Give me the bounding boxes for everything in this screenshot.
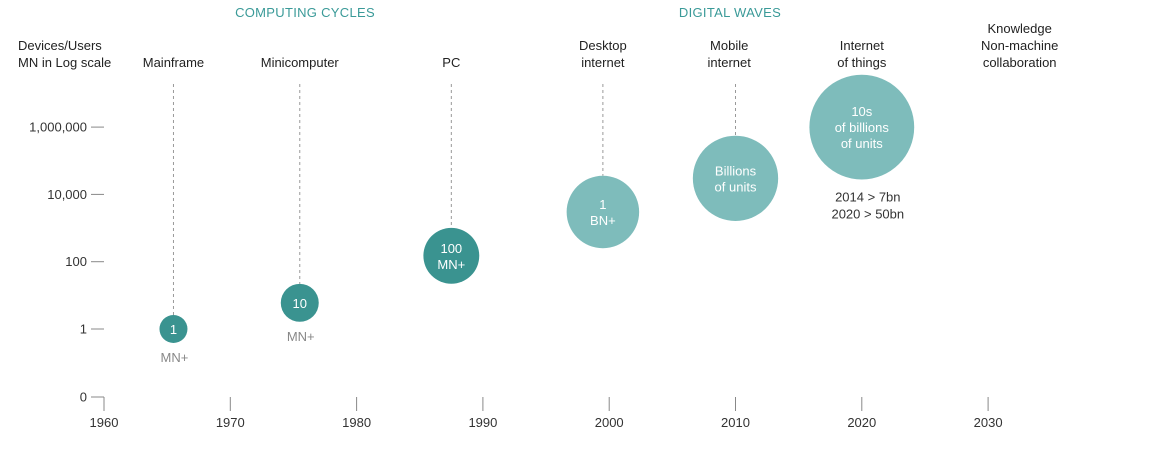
x-tick-label: 2030: [974, 415, 1003, 430]
data-bubble: [159, 315, 188, 343]
bubble-label: of units: [715, 179, 757, 194]
y-axis-label-line-1: Devices/Users: [18, 38, 102, 53]
y-tick-label: 1,000,000: [29, 120, 87, 135]
x-tick-label: 1960: [90, 415, 119, 430]
era-label: Mobile: [710, 38, 748, 53]
y-tick-label: 1: [80, 322, 87, 337]
y-tick-label: 0: [80, 390, 87, 405]
era-label: of things: [837, 55, 887, 70]
era-label: Internet: [840, 38, 884, 53]
y-axis-label-line-2: MN in Log scale: [18, 55, 111, 70]
data-bubble: [423, 227, 480, 284]
section-title-digital-waves: DIGITAL WAVES: [679, 5, 781, 20]
era-label: Mainframe: [143, 55, 204, 70]
x-tick-label: 2020: [847, 415, 876, 430]
x-tick-label: 2010: [721, 415, 750, 430]
growth-note: 2020 > 50bn: [831, 207, 904, 222]
bubble-label: BN+: [590, 213, 616, 228]
era-label: Non-machine: [981, 38, 1058, 53]
bubble-label: of billions: [835, 120, 890, 135]
section-title-computing-cycles: COMPUTING CYCLES: [235, 5, 375, 20]
bubble-label: MN+: [437, 257, 465, 272]
bubble-label: 100: [440, 241, 462, 256]
x-tick-label: 1970: [216, 415, 245, 430]
data-bubble: [280, 283, 319, 322]
bubble-label: 1: [599, 197, 606, 212]
data-bubble: [692, 135, 779, 221]
x-tick-label: 2000: [595, 415, 624, 430]
x-tick-label: 1980: [342, 415, 371, 430]
data-bubble: [566, 175, 640, 249]
growth-note: 2014 > 7bn: [835, 190, 900, 205]
bubble-label: 10: [293, 296, 307, 311]
bubble-label: of units: [841, 136, 883, 151]
bubble-sub-label: MN+: [287, 329, 315, 344]
x-tick-label: 1990: [468, 415, 497, 430]
bubble-sub-label: MN+: [161, 350, 189, 365]
plot-area: 0 1 100 10,000 1,000,000 1960 1970 1980 1990 2000…: [29, 21, 1058, 430]
y-tick-label: 10,000: [47, 187, 87, 202]
y-tick-label: 100: [65, 254, 87, 269]
era-label: internet: [707, 55, 751, 70]
bubble-label: 1: [170, 322, 177, 337]
bubble-label: Billions: [715, 163, 757, 178]
era-label: internet: [581, 55, 625, 70]
bubble-label: 10s: [851, 104, 872, 119]
era-label: collaboration: [983, 55, 1057, 70]
era-label: PC: [442, 55, 460, 70]
data-bubble: [809, 74, 915, 180]
era-label: Desktop: [579, 38, 627, 53]
era-label: Minicomputer: [261, 55, 340, 70]
era-label: Knowledge: [988, 21, 1052, 36]
